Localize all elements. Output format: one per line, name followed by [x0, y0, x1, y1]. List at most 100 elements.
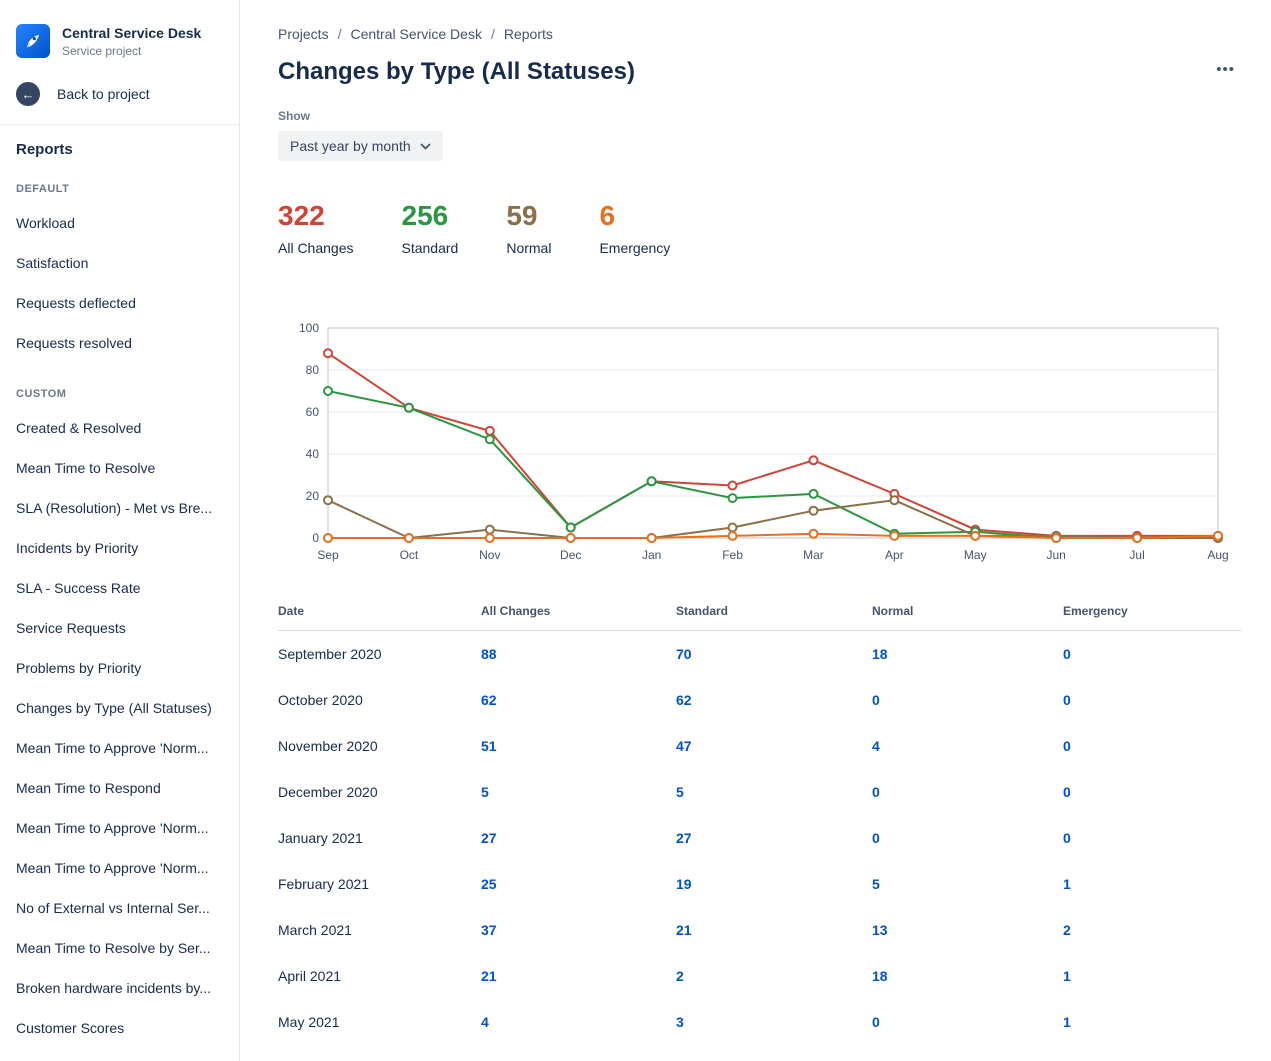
- row-value-cell: 62: [676, 677, 872, 723]
- sidebar-item[interactable]: Requests deflected: [16, 295, 136, 311]
- sidebar-item[interactable]: Mean Time to Approve 'Norm...: [16, 820, 209, 836]
- row-value-link[interactable]: 0: [872, 692, 880, 708]
- row-value-link[interactable]: 0: [872, 830, 880, 846]
- sidebar-item[interactable]: Incidents by Priority: [16, 540, 139, 556]
- back-to-project-button[interactable]: ← Back to project: [0, 72, 239, 116]
- table-row: November 2020 51 47 4 0: [278, 723, 1241, 769]
- row-value-link[interactable]: 18: [872, 646, 888, 662]
- row-value-link[interactable]: 1: [1063, 1014, 1071, 1030]
- row-value-link[interactable]: 18: [872, 968, 888, 984]
- more-actions-button[interactable]: •••: [1216, 61, 1235, 78]
- period-dropdown[interactable]: Past year by month: [278, 131, 443, 161]
- row-value-link[interactable]: 19: [676, 876, 692, 892]
- row-value-link[interactable]: 0: [872, 1014, 880, 1030]
- row-value-link[interactable]: 2: [676, 968, 684, 984]
- sidebar-item[interactable]: Mean Time to Resolve: [16, 460, 156, 476]
- row-value-link[interactable]: 21: [676, 922, 692, 938]
- row-date: September 2020: [278, 646, 382, 662]
- row-value-link[interactable]: 3: [676, 1014, 684, 1030]
- sidebar-item[interactable]: Mean Time to Approve 'Norm...: [16, 740, 209, 756]
- row-value-link[interactable]: 27: [676, 830, 692, 846]
- row-value-link[interactable]: 25: [481, 876, 497, 892]
- row-value-link[interactable]: 0: [1063, 784, 1071, 800]
- back-arrow-icon: ←: [16, 82, 40, 106]
- svg-text:Apr: Apr: [885, 548, 904, 562]
- svg-text:May: May: [964, 548, 987, 562]
- breadcrumb-link[interactable]: Reports: [503, 26, 553, 42]
- row-value-link[interactable]: 1: [1063, 876, 1071, 892]
- sidebar-item[interactable]: Changes by Type (All Statuses): [16, 700, 212, 716]
- row-value-link[interactable]: 5: [481, 784, 489, 800]
- row-value-link[interactable]: 62: [481, 692, 497, 708]
- sidebar-item[interactable]: Created & Resolved: [16, 420, 142, 436]
- row-value-cell: 70: [676, 631, 872, 678]
- row-value-link[interactable]: 5: [872, 876, 880, 892]
- stat-standard: 256 Standard: [401, 201, 459, 257]
- sidebar-item[interactable]: Mean Time to Resolve by Ser...: [16, 940, 211, 956]
- row-date: December 2020: [278, 784, 378, 800]
- svg-text:Feb: Feb: [722, 548, 743, 562]
- row-value-link[interactable]: 70: [676, 646, 692, 662]
- sidebar-item[interactable]: Satisfaction: [16, 255, 89, 271]
- row-value-link[interactable]: 0: [1063, 692, 1071, 708]
- period-dropdown-value: Past year by month: [290, 138, 411, 154]
- report-table: Date All Changes Standard Normal Emergency S…: [278, 596, 1241, 1045]
- row-value-cell: 2: [1063, 907, 1241, 953]
- sidebar-item[interactable]: Workload: [16, 215, 75, 231]
- row-value-link[interactable]: 5: [676, 784, 684, 800]
- sidebar-item[interactable]: SLA - Success Rate: [16, 580, 141, 596]
- row-value-link[interactable]: 21: [481, 968, 497, 984]
- sidebar-item[interactable]: Requests resolved: [16, 335, 132, 351]
- row-date: April 2021: [278, 968, 342, 984]
- row-value-link[interactable]: 13: [872, 922, 888, 938]
- row-value-link[interactable]: 4: [872, 738, 880, 754]
- table-column-header: All Changes: [481, 596, 676, 631]
- table-row: May 2021 4 3 0 1: [278, 999, 1241, 1045]
- sidebar-item[interactable]: No of External vs Internal Ser...: [16, 900, 210, 916]
- stat-value: 6: [599, 200, 616, 231]
- row-value-link[interactable]: 51: [481, 738, 497, 754]
- row-value-link[interactable]: 0: [1063, 646, 1071, 662]
- project-type: Service project: [62, 43, 142, 58]
- row-value-link[interactable]: 4: [481, 1014, 489, 1030]
- back-to-project-label: Back to project: [57, 86, 150, 102]
- stat-label: All Changes: [278, 240, 354, 256]
- sidebar-item[interactable]: Mean Time to Respond: [16, 780, 161, 796]
- breadcrumb-link[interactable]: Projects: [278, 26, 329, 42]
- project-header: Central Service Desk Service project: [0, 22, 239, 72]
- stats-row: 322 All Changes 256 Standard 59 Normal 6 Emerge…: [278, 200, 1241, 257]
- row-value-cell: 4: [481, 999, 676, 1045]
- stat-label: Standard: [401, 240, 459, 256]
- row-value-link[interactable]: 2: [1063, 922, 1071, 938]
- sidebar-item[interactable]: Service Requests: [16, 620, 126, 636]
- sidebar-item[interactable]: Mean Time to Approve 'Norm...: [16, 860, 209, 876]
- svg-text:Oct: Oct: [400, 548, 419, 562]
- sidebar-item[interactable]: Broken hardware incidents by...: [16, 980, 212, 996]
- breadcrumb-link[interactable]: Central Service Desk: [350, 26, 482, 42]
- row-value-cell: 0: [1063, 677, 1241, 723]
- sidebar-item[interactable]: Customer Scores: [16, 1020, 125, 1036]
- row-value-link[interactable]: 0: [1063, 830, 1071, 846]
- row-value-cell: 62: [481, 677, 676, 723]
- row-value-cell: 1: [1063, 999, 1241, 1045]
- row-value-link[interactable]: 0: [872, 784, 880, 800]
- row-value-cell: 18: [872, 631, 1063, 678]
- sidebar-item[interactable]: SLA (Resolution) - Met vs Bre...: [16, 500, 213, 516]
- table-column-header: Date: [278, 596, 481, 631]
- page-title: Changes by Type (All Statuses): [278, 58, 635, 85]
- row-value-link[interactable]: 62: [676, 692, 692, 708]
- sidebar-item[interactable]: Problems by Priority: [16, 660, 142, 676]
- row-value-cell: 21: [676, 907, 872, 953]
- row-value-link[interactable]: 27: [481, 830, 497, 846]
- row-value-link[interactable]: 1: [1063, 968, 1071, 984]
- row-value-cell: 88: [481, 631, 676, 678]
- row-value-link[interactable]: 47: [676, 738, 692, 754]
- row-value-cell: 0: [1063, 631, 1241, 678]
- row-date: November 2020: [278, 738, 378, 754]
- row-value-link[interactable]: 37: [481, 922, 497, 938]
- svg-text:60: 60: [306, 405, 320, 419]
- row-value-link[interactable]: 0: [1063, 738, 1071, 754]
- row-value-cell: 37: [481, 907, 676, 953]
- row-value-link[interactable]: 88: [481, 646, 497, 662]
